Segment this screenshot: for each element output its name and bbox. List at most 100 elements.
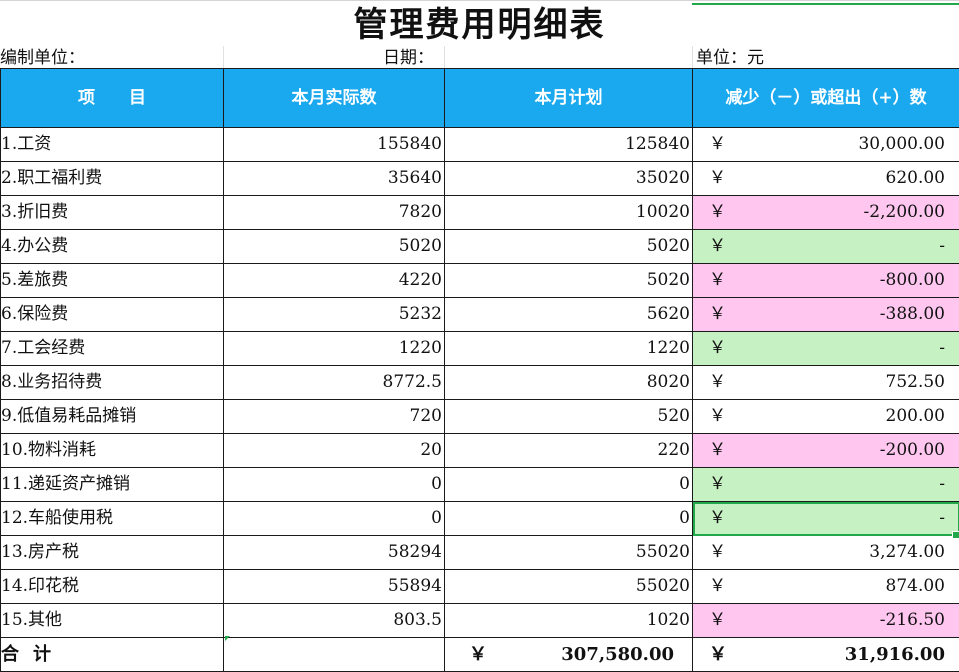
difference-cell[interactable]: ￥- xyxy=(693,230,959,264)
prepared-by-label[interactable]: 编制单位： xyxy=(0,46,85,68)
difference-value: 3,274.00 xyxy=(869,536,945,569)
actual-cell[interactable]: 35640 xyxy=(224,162,445,196)
cell-comment-indicator xyxy=(225,636,230,641)
plan-cell[interactable]: 55020 xyxy=(445,536,693,570)
actual-cell[interactable]: 155840 xyxy=(224,128,445,162)
plan-cell[interactable]: 35020 xyxy=(445,162,693,196)
item-cell[interactable]: 9.低值易耗品摊销 xyxy=(1,400,224,434)
actual-cell[interactable]: 58294 xyxy=(224,536,445,570)
currency-symbol: ￥ xyxy=(709,366,726,399)
difference-cell[interactable]: ￥620.00 xyxy=(693,162,959,196)
difference-cell[interactable]: ￥ -200.00 xyxy=(693,434,959,468)
difference-cell[interactable]: ￥- xyxy=(693,468,959,502)
item-cell[interactable]: 13.房产税 xyxy=(1,536,224,570)
difference-cell[interactable]: ￥ -800.00 xyxy=(693,264,959,298)
total-row: 合计 ￥307,580.00￥31,916.00 xyxy=(1,638,959,672)
actual-cell[interactable]: 0 xyxy=(224,468,445,502)
plan-cell[interactable]: 125840 xyxy=(445,128,693,162)
currency-symbol: ￥ xyxy=(709,162,726,195)
fill-handle[interactable] xyxy=(952,531,959,539)
difference-cell[interactable]: ￥ 752.50 xyxy=(693,366,959,400)
difference-cell[interactable]: ￥- xyxy=(693,502,959,536)
item-cell[interactable]: 12.车船使用税 xyxy=(1,502,224,536)
item-cell[interactable]: 5.差旅费 xyxy=(1,264,224,298)
difference-cell[interactable]: ￥-216.50 xyxy=(693,604,959,638)
plan-cell[interactable]: 5020 xyxy=(445,230,693,264)
header-item[interactable]: 项 目 xyxy=(1,69,224,128)
actual-cell[interactable]: 5020 xyxy=(224,230,445,264)
actual-cell[interactable]: 803.5 xyxy=(224,604,445,638)
actual-cell[interactable]: 8772.5 xyxy=(224,366,445,400)
difference-value: -388.00 xyxy=(880,298,945,331)
total-label[interactable]: 合计 xyxy=(1,638,224,672)
currency-symbol: ￥ xyxy=(709,196,726,229)
date-label[interactable]: 日期： xyxy=(383,46,434,68)
item-cell[interactable]: 10.物料消耗 xyxy=(1,434,224,468)
actual-cell[interactable]: 55894 xyxy=(224,570,445,604)
difference-cell[interactable]: ￥ 3,274.00 xyxy=(693,536,959,570)
item-cell[interactable]: 11.递延资产摊销 xyxy=(1,468,224,502)
plan-cell[interactable]: 5620 xyxy=(445,298,693,332)
sheet-title[interactable]: 管理费用明细表 xyxy=(0,4,959,46)
currency-unit-label[interactable]: 单位：元 xyxy=(696,46,764,68)
difference-cell[interactable]: ￥- xyxy=(693,332,959,366)
actual-cell[interactable]: 20 xyxy=(224,434,445,468)
item-cell[interactable]: 3.折旧费 xyxy=(1,196,224,230)
item-cell[interactable]: 7.工会经费 xyxy=(1,332,224,366)
plan-cell[interactable]: 5020 xyxy=(445,264,693,298)
item-cell[interactable]: 14.印花税 xyxy=(1,570,224,604)
plan-cell[interactable]: 10020 xyxy=(445,196,693,230)
actual-cell[interactable]: 0 xyxy=(224,502,445,536)
header-plan[interactable]: 本月计划 xyxy=(445,69,693,128)
difference-value: 752.50 xyxy=(886,366,945,399)
difference-cell[interactable]: ￥-2,200.00 xyxy=(693,196,959,230)
difference-value: - xyxy=(939,468,945,501)
plan-cell[interactable]: 8020 xyxy=(445,366,693,400)
difference-value: -200.00 xyxy=(880,434,945,467)
total-actual-cell[interactable] xyxy=(224,638,445,672)
difference-value: 200.00 xyxy=(886,400,945,433)
currency-symbol: ￥ xyxy=(709,230,726,263)
total-plan-value: 307,580.00 xyxy=(561,638,674,671)
item-cell[interactable]: 15.其他 xyxy=(1,604,224,638)
plan-cell[interactable]: 1020 xyxy=(445,604,693,638)
actual-cell[interactable]: 1220 xyxy=(224,332,445,366)
plan-cell[interactable]: 0 xyxy=(445,468,693,502)
plan-cell[interactable]: 220 xyxy=(445,434,693,468)
item-cell[interactable]: 6.保险费 xyxy=(1,298,224,332)
currency-symbol: ￥ xyxy=(709,264,726,297)
header-difference[interactable]: 减少（－）或超出（+）数 xyxy=(693,69,959,128)
difference-cell[interactable]: ￥-388.00 xyxy=(693,298,959,332)
difference-cell[interactable]: ￥ 200.00 xyxy=(693,400,959,434)
item-cell[interactable]: 2.职工福利费 xyxy=(1,162,224,196)
total-difference-cell[interactable]: ￥31,916.00 xyxy=(693,638,959,672)
total-plan-cell[interactable]: ￥307,580.00 xyxy=(445,638,693,672)
plan-cell[interactable]: 1220 xyxy=(445,332,693,366)
total-difference-value: 31,916.00 xyxy=(845,638,945,671)
actual-cell[interactable]: 4220 xyxy=(224,264,445,298)
currency-symbol: ￥ xyxy=(709,400,726,433)
difference-value: - xyxy=(939,230,945,263)
plan-cell[interactable]: 520 xyxy=(445,400,693,434)
actual-cell[interactable]: 5232 xyxy=(224,298,445,332)
item-cell[interactable]: 4.办公费 xyxy=(1,230,224,264)
plan-cell[interactable]: 55020 xyxy=(445,570,693,604)
actual-cell[interactable]: 7820 xyxy=(224,196,445,230)
currency-symbol: ￥ xyxy=(709,434,726,467)
difference-cell[interactable]: ￥30,000.00 xyxy=(693,128,959,162)
currency-symbol: ￥ xyxy=(709,570,726,603)
plan-cell[interactable]: 0 xyxy=(445,502,693,536)
item-cell[interactable]: 1.工资 xyxy=(1,128,224,162)
difference-value: -800.00 xyxy=(880,264,945,297)
item-cell[interactable]: 8.业务招待费 xyxy=(1,366,224,400)
difference-cell[interactable]: ￥874.00 xyxy=(693,570,959,604)
currency-symbol: ￥ xyxy=(709,536,726,569)
header-actual[interactable]: 本月实际数 xyxy=(224,69,445,128)
actual-cell[interactable]: 720 xyxy=(224,400,445,434)
